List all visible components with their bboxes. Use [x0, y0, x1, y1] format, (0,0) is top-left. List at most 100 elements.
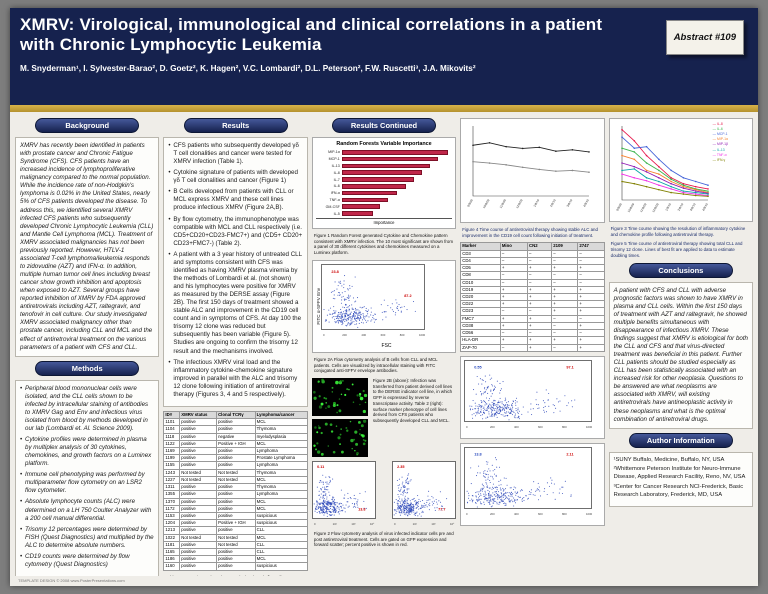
svg-text:2.35: 2.35 — [397, 465, 404, 469]
svg-text:13.8: 13.8 — [474, 452, 481, 456]
svg-text:4/8/10: 4/8/10 — [582, 198, 590, 208]
svg-text:23.8: 23.8 — [331, 270, 338, 274]
affiliation-3: ³Center for Cancer Research NCI-Frederic… — [613, 484, 744, 498]
figure2b-caption: Figure 2B (above): Infection was transfe… — [372, 378, 453, 424]
figure1-bar-chart: Random Forests Variable Importance MIP-1… — [311, 137, 457, 229]
svg-text:10³: 10³ — [432, 522, 436, 526]
figure1-title: Random Forests Variable Importance — [336, 141, 432, 147]
svg-text:4/8/10: 4/8/10 — [701, 202, 709, 212]
svg-text:800: 800 — [400, 333, 405, 337]
poster-header: XMRV: Virological, immunological and cli… — [10, 8, 758, 105]
svg-text:0: 0 — [394, 522, 396, 526]
cytokine-timecourse-chart: 9/8/09 10/8/09 11/8/09 12/8/09 1/8/10 2/8/10 3… — [612, 122, 711, 218]
svg-text:1000: 1000 — [419, 333, 425, 337]
section-header-results: Results — [183, 118, 288, 133]
svg-text:400: 400 — [361, 333, 366, 337]
figure4-caption: Figure 4 Time course of antiretroviral t… — [462, 227, 598, 238]
gfp-image-stack — [311, 378, 368, 457]
figure3-legend: — IL-8— IL-6— MCP-1— MIP-1α — MIP-1β — IL-… — [712, 122, 728, 162]
flow-stack-a-box: 97.1 0.55 0 200 400 600 800 1000 — [460, 355, 605, 439]
flow-stack-b-box: 2.11 13.8 0 200 400 600 800 1000 — [460, 442, 605, 526]
background-text: XMRV has recently been identified in pat… — [15, 137, 160, 357]
figure2a-ylabel: FITC α-SFFV Env — [315, 288, 321, 325]
section-header-methods: Methods — [35, 360, 140, 376]
section-header-background: Background — [35, 118, 140, 133]
svg-text:200: 200 — [490, 425, 495, 429]
figure1-xlabel: Importance — [315, 217, 453, 225]
figure2a-caption: Figure 2A Flow cytometry analysis of B c… — [313, 356, 438, 374]
svg-text:97.1: 97.1 — [567, 365, 574, 369]
abstract-number-badge: Abstract #109 — [665, 20, 744, 55]
column-results: Results CFS patients who subsequently de… — [163, 118, 308, 576]
figure3-caption: Figure 3 Time course showing the resolut… — [610, 226, 746, 237]
figure2-bottom-caption: Figure 2 Flow cytometry analysis of viru… — [313, 531, 454, 548]
svg-text:0.11: 0.11 — [317, 465, 324, 469]
flow-cytometry-plot: 23.8 87.2 0 200 400 600 800 1000 — [320, 263, 425, 337]
section-header-results-continued: Results Continued — [332, 118, 436, 133]
svg-text:9/8/09: 9/8/09 — [615, 202, 623, 212]
authors-line: M. Snyderman¹, I. Sylvester-Barao², D. G… — [20, 63, 476, 73]
svg-text:0: 0 — [314, 522, 316, 526]
svg-text:3/8/10: 3/8/10 — [566, 198, 574, 208]
svg-text:11/8/09: 11/8/09 — [639, 202, 648, 213]
flow-cytometry-plot: 97.1 0.55 0 200 400 600 800 1000 — [464, 359, 593, 429]
template-credit: TEMPLATE DESIGN © 2008 www.PosterPresent… — [18, 578, 125, 583]
svg-text:600: 600 — [538, 425, 543, 429]
author-info-box: ¹SUNY Buffalo, Medicine, Buffalo, NY, US… — [608, 451, 754, 507]
figure2a-xlabel: FSC — [381, 342, 392, 349]
svg-text:0: 0 — [466, 425, 468, 429]
figure2a-flow-plot: FITC α-SFFV Env 23.8 87.2 0 200 400 600 800 100… — [311, 259, 457, 353]
svg-text:12/8/09: 12/8/09 — [515, 198, 524, 209]
svg-text:400: 400 — [514, 512, 519, 516]
svg-text:400: 400 — [514, 425, 519, 429]
svg-text:12/8/09: 12/8/09 — [651, 202, 660, 213]
svg-text:9/8/09: 9/8/09 — [466, 198, 474, 208]
svg-text:1/8/10: 1/8/10 — [664, 202, 672, 212]
svg-text:0.55: 0.55 — [474, 365, 481, 369]
figure3-line-chart: 9/8/09 10/8/09 11/8/09 12/8/09 1/8/10 2/8/10 3… — [608, 118, 754, 222]
svg-text:0: 0 — [323, 333, 325, 337]
svg-text:2.11: 2.11 — [567, 452, 574, 456]
svg-text:87.2: 87.2 — [404, 294, 411, 298]
svg-text:1/8/10: 1/8/10 — [533, 198, 541, 208]
poster: XMRV: Virological, immunological and cli… — [10, 8, 758, 586]
column-timecourse-table2: 9/8/09 10/8/09 11/8/09 12/8/09 1/8/10 2/8/10 3… — [460, 118, 605, 576]
gfp-fluorescence-image — [311, 419, 368, 457]
column-conclusions: 9/8/09 10/8/09 11/8/09 12/8/09 1/8/10 2/8/10 3… — [608, 118, 754, 576]
column-results-continued: Results Continued Random Forests Variabl… — [311, 118, 457, 576]
results-bullet-list: CFS patients who subsequently developed … — [163, 137, 308, 407]
affiliation-1: ¹SUNY Buffalo, Medicine, Buffalo, NY, US… — [613, 456, 725, 463]
svg-text:10/8/09: 10/8/09 — [626, 202, 635, 213]
svg-text:3/8/10: 3/8/10 — [689, 202, 697, 212]
flow-cytometry-plot: 2.35 77.7 0 10² 10³ 10⁴ — [392, 461, 457, 526]
svg-text:800: 800 — [562, 425, 567, 429]
svg-text:0: 0 — [466, 512, 468, 516]
svg-text:10²: 10² — [413, 522, 417, 526]
alc-cd19-chart: 9/8/09 10/8/09 11/8/09 12/8/09 1/8/10 2/8/10 3… — [464, 122, 593, 214]
gold-divider — [10, 105, 758, 112]
svg-text:2/8/10: 2/8/10 — [549, 198, 557, 208]
svg-text:1000: 1000 — [586, 425, 592, 429]
figure2-flow-pair: 0.11 13.8 0 10² 10³ 10⁴ 2.35 77.7 0 10² 10³ 10⁴ — [311, 461, 457, 527]
svg-text:77.7: 77.7 — [438, 507, 445, 511]
svg-text:10/8/09: 10/8/09 — [482, 198, 491, 209]
svg-text:2/8/10: 2/8/10 — [676, 202, 684, 212]
svg-text:10²: 10² — [332, 522, 336, 526]
column-background-methods: Background XMRV has recently been identi… — [15, 118, 160, 576]
flow-cytometry-plot: 2.11 13.8 0 200 400 600 800 1000 — [464, 446, 593, 516]
svg-text:800: 800 — [562, 512, 567, 516]
conclusions-text: A patient with CFS and CLL with adverse … — [608, 281, 754, 429]
poster-columns: Background XMRV has recently been identi… — [10, 112, 758, 586]
svg-text:600: 600 — [380, 333, 385, 337]
svg-text:13.8: 13.8 — [358, 507, 365, 511]
methods-bullet-list: Peripheral blood mononuclear cells were … — [15, 379, 160, 576]
figure4-line-chart: 9/8/09 10/8/09 11/8/09 12/8/09 1/8/10 2/8/10 3… — [460, 118, 605, 223]
table1-cfs-patients: ID# XMRV status Clonal TCRγ Lymphoma/cancer… — [163, 410, 308, 571]
figure2b-microscopy: Figure 2B (above): Infection was transfe… — [311, 378, 456, 457]
svg-text:1000: 1000 — [586, 512, 592, 516]
page-title: XMRV: Virological, immunological and cli… — [20, 15, 603, 55]
svg-text:11/8/09: 11/8/09 — [499, 198, 508, 209]
figure1-bars: MIP-1α MCP-1 IL-13 IL-8 IL-7 IL-6 IFN-α TNF-α GM… — [316, 149, 452, 217]
gfp-fluorescence-image — [311, 378, 368, 416]
flow-cytometry-plot: 0.11 13.8 0 10² 10³ 10⁴ — [311, 461, 376, 526]
